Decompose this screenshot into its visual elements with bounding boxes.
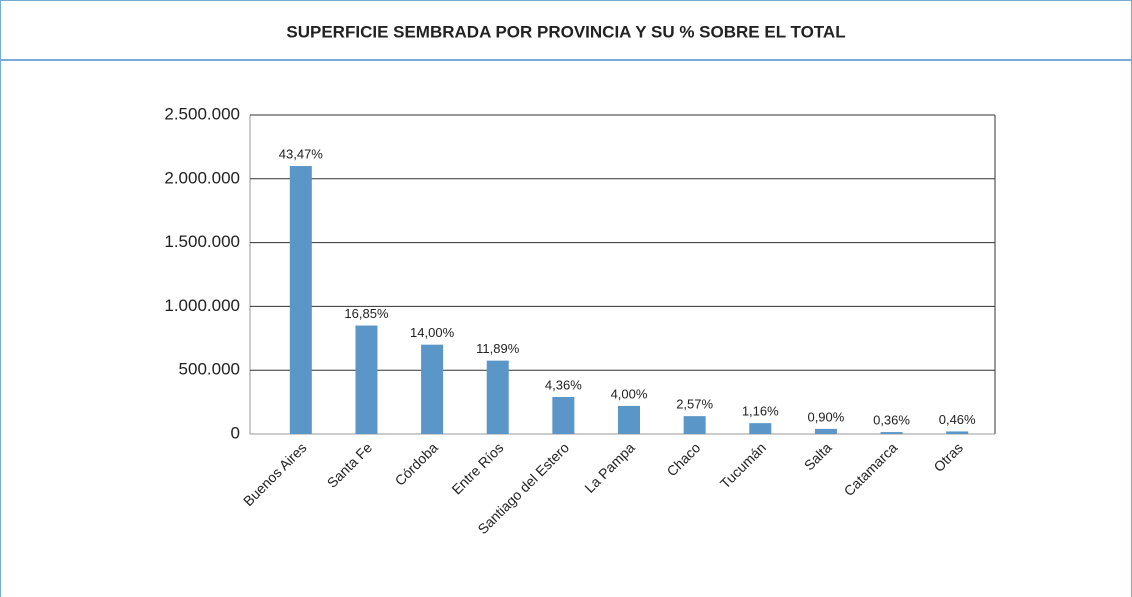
x-tick-label: Buenos Aires xyxy=(240,439,310,509)
x-tick-label: Entre Ríos xyxy=(448,439,506,497)
value-label: 4,36% xyxy=(545,377,582,392)
x-tick-label: Salta xyxy=(801,439,835,473)
value-label: 4,00% xyxy=(611,386,648,401)
x-tick-label: Otras xyxy=(930,439,966,475)
value-label: 0,90% xyxy=(807,409,844,424)
bar xyxy=(814,428,837,434)
y-tick-label: 0 xyxy=(231,423,240,442)
bar xyxy=(552,396,575,434)
x-tick-label: Chaco xyxy=(663,439,703,479)
value-label: 43,47% xyxy=(279,146,324,161)
value-label: 2,57% xyxy=(676,397,713,412)
bar xyxy=(946,431,969,434)
bar xyxy=(683,416,706,434)
y-tick-label: 1.500.000 xyxy=(164,232,240,251)
chart-title: SUPERFICIE SEMBRADA POR PROVINCIA Y SU %… xyxy=(286,22,845,41)
y-tick-label: 1.000.000 xyxy=(164,296,240,315)
x-tick-label: Córdoba xyxy=(392,439,441,488)
bar xyxy=(355,325,378,434)
bar xyxy=(749,423,772,434)
value-label: 0,46% xyxy=(939,412,976,427)
x-tick-label: La Pampa xyxy=(581,439,638,496)
x-tick-label: Santa Fe xyxy=(324,439,376,491)
value-label: 0,36% xyxy=(873,413,910,428)
y-tick-label: 2.000.000 xyxy=(164,168,240,187)
bar xyxy=(486,360,509,434)
y-tick-label: 2.500.000 xyxy=(164,104,240,123)
value-label: 14,00% xyxy=(410,325,455,340)
value-label: 1,16% xyxy=(742,404,779,419)
bar xyxy=(880,432,903,434)
x-tick-label: Tucumán xyxy=(717,439,769,491)
x-tick-label: Catamarca xyxy=(841,439,901,499)
bar xyxy=(618,405,640,434)
bar xyxy=(289,166,312,435)
bar xyxy=(421,344,444,434)
y-tick-label: 500.000 xyxy=(179,360,240,379)
value-label: 16,85% xyxy=(344,306,389,321)
value-label: 11,89% xyxy=(476,341,520,356)
